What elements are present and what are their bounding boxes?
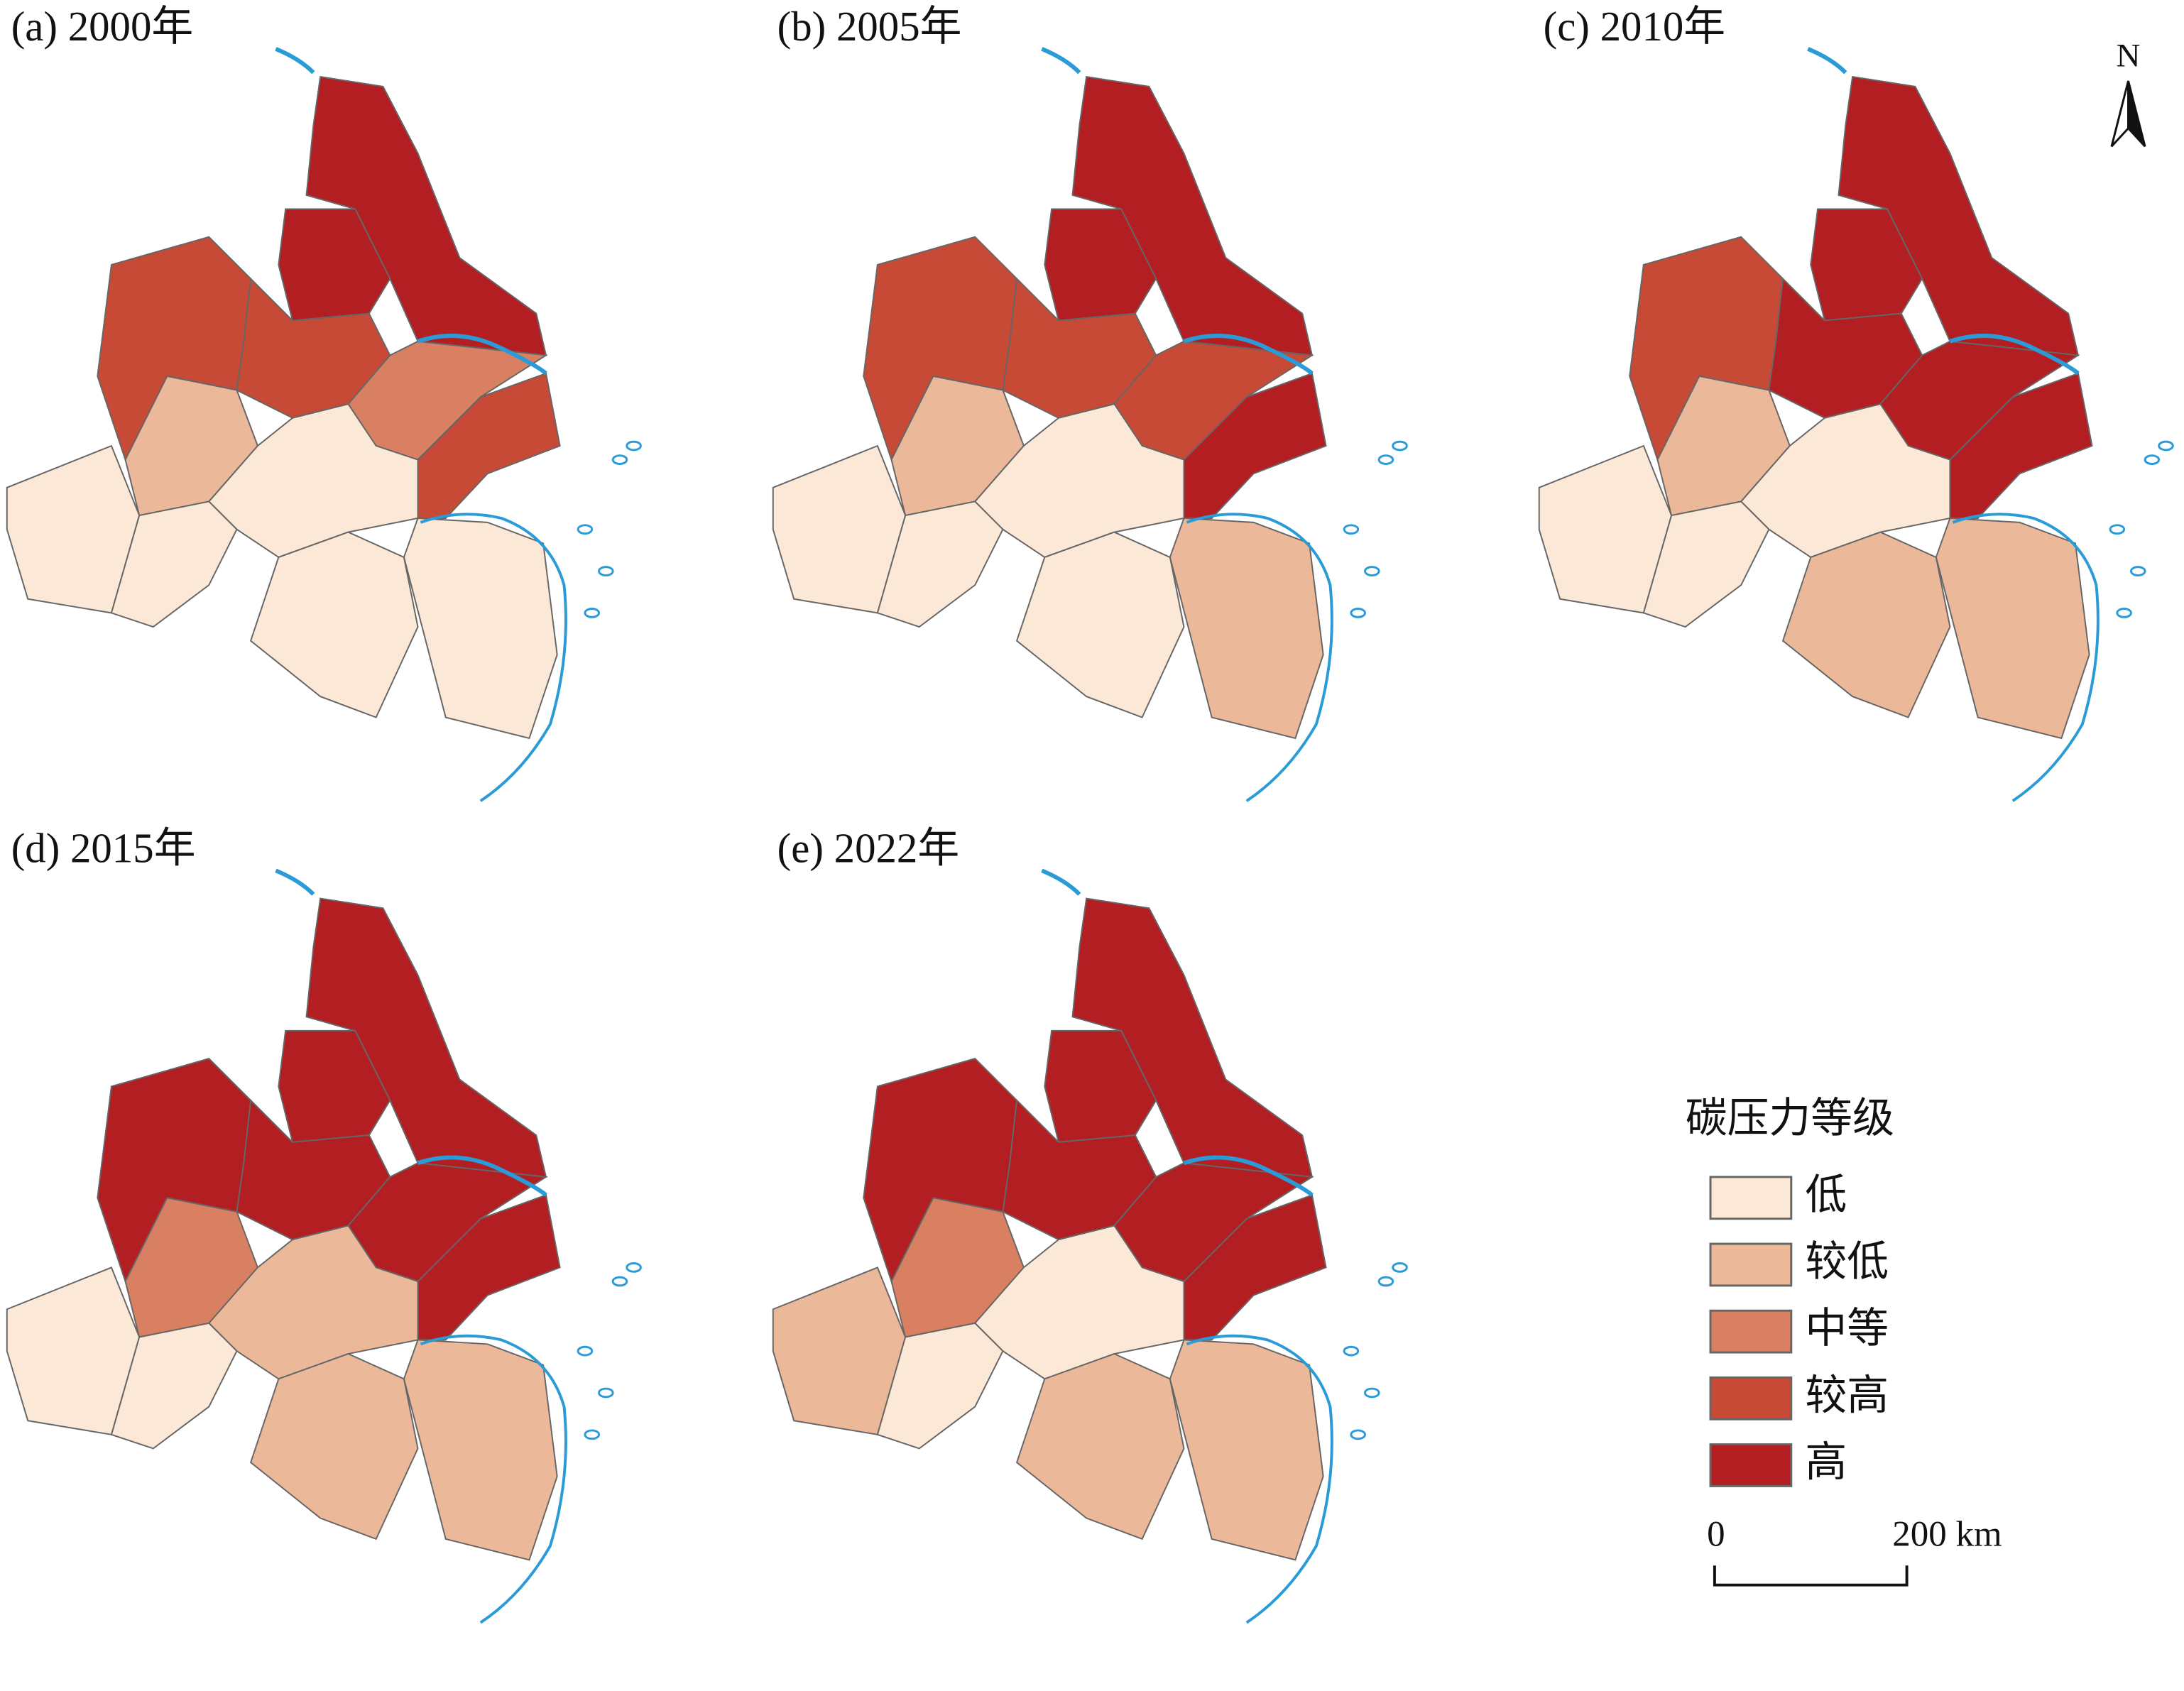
legend-label: 较低 xyxy=(1805,1239,1889,1285)
island xyxy=(1392,1262,1408,1273)
legend-swatch xyxy=(1709,1176,1793,1220)
region xyxy=(207,1225,419,1380)
region xyxy=(1935,517,2090,740)
panel-label: (e) 2022年 xyxy=(777,825,960,871)
region xyxy=(249,531,419,718)
island xyxy=(2116,608,2132,618)
island xyxy=(1377,454,1394,465)
island xyxy=(1350,1429,1366,1440)
region xyxy=(973,403,1185,559)
legend-label: 中等 xyxy=(1805,1306,1889,1352)
region xyxy=(110,1322,238,1450)
north-arrow-right xyxy=(2127,80,2146,148)
island xyxy=(1377,1276,1394,1287)
island xyxy=(2109,524,2126,535)
legend-swatch xyxy=(1709,1242,1793,1287)
map-panel xyxy=(772,47,1408,802)
island xyxy=(2144,454,2161,465)
island xyxy=(1343,1345,1360,1357)
scale-line xyxy=(1713,1565,1909,1587)
region xyxy=(1781,531,1951,718)
region xyxy=(973,1225,1185,1380)
legend-label: 较高 xyxy=(1805,1372,1889,1418)
river xyxy=(275,868,547,1197)
region xyxy=(1169,517,1324,740)
region xyxy=(1015,1352,1185,1540)
island xyxy=(584,608,601,618)
island xyxy=(611,454,628,465)
island xyxy=(598,1387,614,1399)
region xyxy=(1642,500,1770,628)
island xyxy=(584,1429,601,1440)
map-panel xyxy=(772,868,1408,1624)
panel-label: (b) 2005年 xyxy=(777,4,962,50)
region xyxy=(1740,403,1951,559)
north-arrow: N xyxy=(2110,37,2146,148)
coastline xyxy=(420,1334,567,1624)
island xyxy=(598,566,614,576)
scale-start: 0 xyxy=(1707,1515,1725,1555)
region xyxy=(1015,531,1185,718)
coastline xyxy=(1186,513,1333,802)
region xyxy=(110,500,238,628)
north-arrow-left xyxy=(2110,80,2130,148)
legend-swatch xyxy=(1709,1443,1793,1487)
region xyxy=(1169,1339,1324,1561)
coastline xyxy=(420,513,567,802)
island xyxy=(626,440,642,452)
coastline xyxy=(1952,513,2100,802)
map-panel xyxy=(6,868,642,1624)
region xyxy=(876,500,1004,628)
north-label: N xyxy=(2117,37,2141,74)
panel-label: (c) 2010年 xyxy=(1544,4,1726,50)
island xyxy=(1364,1387,1380,1399)
island xyxy=(2129,566,2146,576)
river xyxy=(1041,47,1314,376)
legend-label: 高 xyxy=(1805,1439,1847,1485)
legend-swatch xyxy=(1709,1309,1793,1354)
river xyxy=(1041,868,1314,1197)
coastline xyxy=(1186,1334,1333,1624)
island xyxy=(1343,524,1360,535)
region xyxy=(876,1322,1004,1450)
island xyxy=(626,1262,642,1273)
region xyxy=(207,403,419,559)
river xyxy=(275,47,547,376)
region xyxy=(403,517,558,740)
island xyxy=(1392,440,1408,452)
legend-label: 低 xyxy=(1805,1172,1847,1218)
island xyxy=(1364,566,1380,576)
map-panel xyxy=(6,47,642,802)
legend-title: 碳压力等级 xyxy=(1686,1095,1894,1142)
legend-swatch xyxy=(1709,1376,1793,1421)
panel-label: (a) 2000年 xyxy=(11,4,194,50)
island xyxy=(577,524,594,535)
map-panel xyxy=(1538,47,2174,802)
scale-end: 200 km xyxy=(1892,1515,2002,1555)
region xyxy=(403,1339,558,1561)
island xyxy=(2158,440,2174,452)
region xyxy=(249,1352,419,1540)
island xyxy=(611,1276,628,1287)
scale-bar: 0 200 km xyxy=(1707,1515,2002,1587)
river xyxy=(1807,47,2080,376)
panel-label: (d) 2015年 xyxy=(11,825,196,871)
island xyxy=(577,1345,594,1357)
maps: (a) 2000年 (b) 2005年 (c) 2010年 (d) 2015年 (e) … xyxy=(6,4,2174,1624)
island xyxy=(1350,608,1366,618)
